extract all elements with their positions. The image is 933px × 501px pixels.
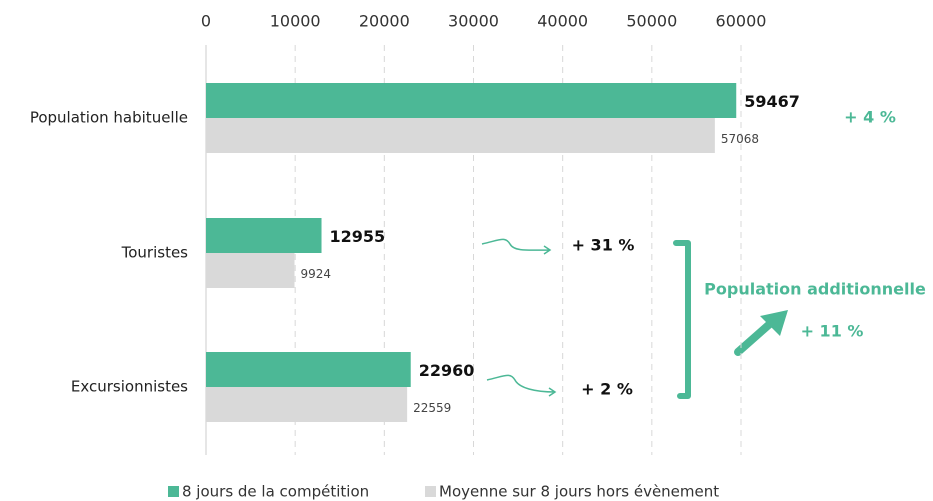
x-tick-label: 10000 — [270, 12, 321, 31]
bar — [206, 352, 411, 387]
category-label: Population habituelle — [30, 109, 188, 127]
annotation: + 11 % — [801, 322, 864, 341]
x-tick-label: 30000 — [448, 12, 499, 31]
legend-swatch — [425, 486, 436, 497]
category-label: Excursionnistes — [71, 378, 188, 396]
category-label: Touristes — [121, 244, 189, 262]
bar — [206, 253, 295, 288]
big-arrow-head — [760, 310, 788, 336]
x-tick-label: 0 — [201, 12, 211, 31]
value-label: 22960 — [419, 361, 475, 380]
x-tick-label: 60000 — [716, 12, 767, 31]
value-label: 59467 — [744, 92, 800, 111]
arrow — [481, 238, 552, 255]
legend-swatch — [168, 486, 179, 497]
bar — [206, 387, 408, 422]
arrow — [486, 374, 557, 397]
big-arrow — [734, 318, 776, 356]
x-tick-label: 20000 — [359, 12, 410, 31]
value-label: 12955 — [330, 227, 386, 246]
value-label: 9924 — [300, 267, 331, 281]
x-tick-label: 50000 — [626, 12, 677, 31]
bar — [206, 218, 322, 253]
legend-label: Moyenne sur 8 jours hors évènement — [439, 483, 719, 501]
value-label: 57068 — [721, 132, 759, 146]
legend-label: 8 jours de la compétition — [182, 483, 369, 501]
value-label: 22559 — [413, 401, 451, 415]
bar — [206, 118, 715, 153]
annotation: + 4 % — [844, 108, 896, 127]
bar — [206, 83, 737, 118]
x-tick-label: 40000 — [537, 12, 588, 31]
annotation: + 31 % — [572, 236, 635, 255]
bracket — [673, 240, 691, 399]
annotation: + 2 % — [581, 380, 633, 399]
annotation: Population additionnelle — [704, 280, 926, 299]
